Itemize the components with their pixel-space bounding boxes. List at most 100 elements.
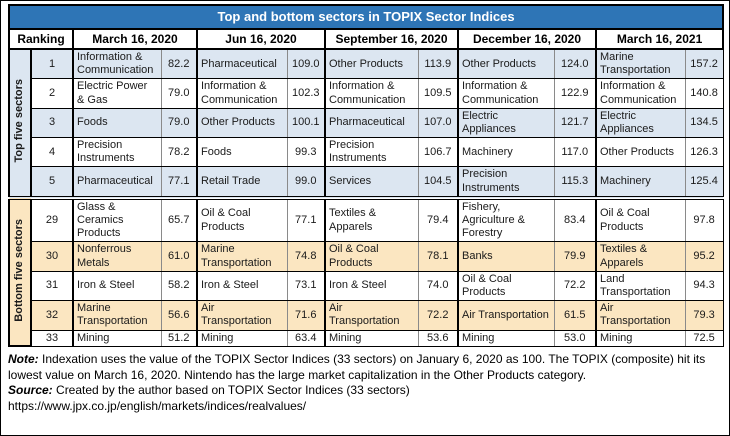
value-cell: 56.6 [160,300,198,331]
sector-cell: Other Products [196,107,288,139]
header-row: Ranking March 16, 2020 Jun 16, 2020 Sept… [8,27,725,51]
sector-cell: Marine Transportation [595,48,686,80]
value-cell: 51.2 [160,329,198,347]
bottom-five-section: Bottom five sectors 29 Glass & Ceramics … [8,195,724,348]
value-cell: 99.3 [286,137,326,168]
sector-cell: Foods [72,107,162,139]
note-label: Note: [8,352,39,367]
sector-cell: Marine Transportation [72,300,162,331]
sector-cell: Mining [72,329,162,347]
value-cell: 94.3 [684,270,724,302]
value-cell: 61.5 [553,300,597,331]
value-cell: 53.0 [553,329,597,347]
value-cell: 122.9 [553,78,597,109]
table-row: 4 Precision Instruments 78.2 Foods 99.3 … [9,137,724,168]
sector-cell: Machinery [595,166,686,199]
top-five-section: Top five sectors 1 Information & Communi… [8,47,724,199]
section-label-bottom: Bottom five sectors [8,195,32,348]
value-cell: 71.6 [286,300,326,331]
sector-cell: Pharmaceutical [72,166,162,199]
note-text: Note: Indexation uses the value of the T… [8,352,706,382]
table-title: Top and bottom sectors in TOPIX Sector I… [7,4,725,30]
value-cell: 106.7 [417,137,459,168]
sector-cell: Banks [457,241,555,272]
col-header-ranking: Ranking [8,27,74,51]
value-cell: 79.0 [160,107,198,139]
value-cell: 72.2 [553,270,597,302]
value-cell: 77.1 [286,195,326,243]
sector-cell: Foods [196,137,288,168]
value-cell: 83.4 [553,195,597,243]
value-cell: 79.3 [684,300,724,331]
rank-cell: 29 [30,195,74,243]
sector-cell: Oil & Coal Products [595,195,686,243]
sector-cell: Other Products [457,48,555,80]
col-header-dec-2020: December 16, 2020 [457,27,597,51]
sector-cell: Air Transportation [196,300,288,331]
sector-cell: Marine Transportation [196,241,288,272]
topix-sector-table: Top and bottom sectors in TOPIX Sector I… [7,4,725,348]
value-cell: 107.0 [417,107,459,139]
col-header-sep-2020: September 16, 2020 [324,27,459,51]
value-cell: 58.2 [160,270,198,302]
sector-cell: Information & Communication [196,78,288,109]
sector-cell: Glass & Ceramics Products [72,195,162,243]
sector-cell: Air Transportation [457,300,555,331]
rank-cell: 1 [30,48,74,80]
sector-cell: Nonferrous Metals [72,241,162,272]
sector-cell: Information & Communication [324,78,419,109]
value-cell: 82.2 [160,48,198,80]
sector-cell: Oil & Coal Products [196,195,288,243]
sector-cell: Machinery [457,137,555,168]
table-row: 5 Pharmaceutical 77.1 Retail Trade 99.0 … [9,166,724,199]
table-row: 31 Iron & Steel 58.2 Iron & Steel 73.1 I… [9,270,724,302]
sector-cell: Oil & Coal Products [324,241,419,272]
rank-cell: 30 [30,241,74,272]
table-row: 33 Mining 51.2 Mining 63.4 Mining 53.6 M… [9,329,724,347]
sector-cell: Textiles & Apparels [324,195,419,243]
value-cell: 74.0 [417,270,459,302]
value-cell: 61.0 [160,241,198,272]
sector-cell: Mining [196,329,288,347]
sector-cell: Oil & Coal Products [457,270,555,302]
sector-cell: Mining [457,329,555,347]
source-label: Source: [8,383,53,398]
sector-cell: Pharmaceutical [324,107,419,139]
sector-cell: Air Transportation [595,300,686,331]
value-cell: 95.2 [684,241,724,272]
sector-cell: Services [324,166,419,199]
rank-cell: 33 [30,329,74,347]
sector-cell: Precision Instruments [72,137,162,168]
value-cell: 74.8 [286,241,326,272]
rank-cell: 4 [30,137,74,168]
sector-cell: Electric Power & Gas [72,78,162,109]
rank-cell: 32 [30,300,74,331]
value-cell: 79.9 [553,241,597,272]
value-cell: 117.0 [553,137,597,168]
col-header-mar-2020: March 16, 2020 [72,27,198,51]
col-header-jun-2020: Jun 16, 2020 [196,27,326,51]
rank-cell: 31 [30,270,74,302]
value-cell: 121.7 [553,107,597,139]
sector-cell: Iron & Steel [72,270,162,302]
value-cell: 63.4 [286,329,326,347]
sector-cell: Electric Appliances [457,107,555,139]
value-cell: 125.4 [684,166,724,199]
sector-cell: Mining [324,329,419,347]
value-cell: 72.2 [417,300,459,331]
value-cell: 79.0 [160,78,198,109]
value-cell: 104.5 [417,166,459,199]
value-cell: 157.2 [684,48,724,80]
rank-cell: 3 [30,107,74,139]
sector-cell: Information & Communication [595,78,686,109]
notes: Note: Indexation uses the value of the T… [8,352,722,414]
sector-cell: Iron & Steel [324,270,419,302]
sector-cell: Precision Instruments [324,137,419,168]
table-row: Bottom five sectors 29 Glass & Ceramics … [8,195,724,348]
source-text: Source: Created by the author based on T… [8,383,410,398]
value-cell: 99.0 [286,166,326,199]
sector-cell: Iron & Steel [196,270,288,302]
sector-cell: Mining [595,329,686,347]
sector-cell: Retail Trade [196,166,288,199]
value-cell: 97.8 [684,195,724,243]
